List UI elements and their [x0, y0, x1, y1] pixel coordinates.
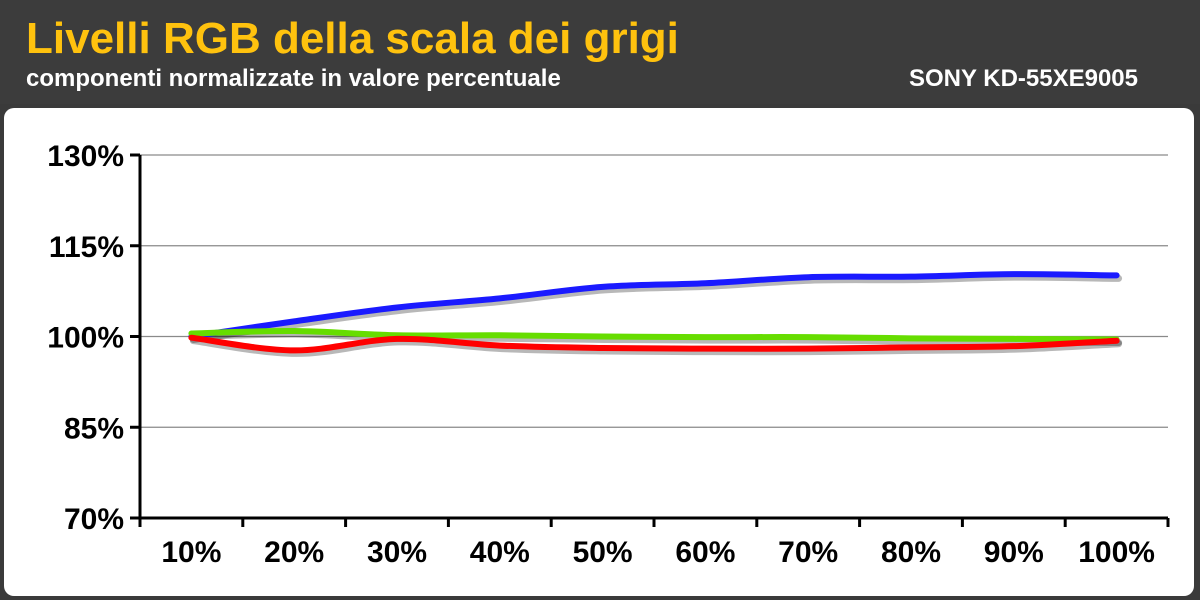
x-tick-label: 90% — [984, 536, 1044, 569]
chart-subtitle: componenti normalizzate in valore percen… — [26, 65, 561, 92]
y-tick-label: 85% — [64, 412, 124, 445]
red-series-shadow — [189, 337, 1123, 357]
chart-title: Livelli RGB della scala dei grigi — [26, 14, 679, 63]
y-tick-label: 70% — [64, 503, 124, 536]
green-series-line — [188, 328, 1120, 343]
tv-model-label: SONY KD-55XE9005 — [908, 65, 1138, 92]
x-tick-label: 100% — [1078, 536, 1155, 569]
red-series-line — [188, 334, 1120, 354]
x-tick-label: 30% — [367, 536, 427, 569]
x-tick-label: 20% — [264, 536, 324, 569]
blue-series-line — [188, 271, 1120, 340]
x-tick-label: 80% — [881, 536, 941, 569]
chart-panel — [4, 108, 1194, 596]
x-tick-label: 50% — [573, 536, 633, 569]
y-tick-label: 100% — [47, 322, 124, 355]
y-tick-label: 115% — [49, 231, 124, 264]
x-tick-label: 10% — [161, 536, 221, 569]
y-tick-label: 130% — [47, 140, 124, 173]
blue-series-shadow — [189, 273, 1123, 343]
x-tick-label: 70% — [778, 536, 838, 569]
x-tick-label: 60% — [675, 536, 735, 569]
chart-header: Livelli RGB della scala dei grigi compon… — [0, 0, 1200, 104]
x-tick-label: 40% — [470, 536, 530, 569]
